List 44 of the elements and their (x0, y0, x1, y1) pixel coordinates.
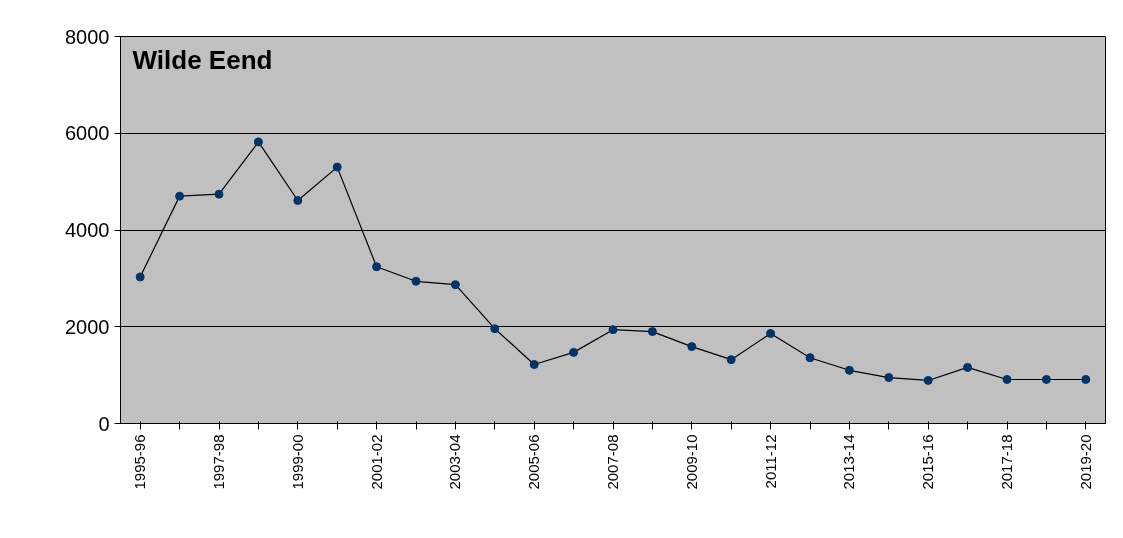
point (1041, 374, 1051, 384)
point (214, 189, 224, 199)
point (253, 137, 263, 147)
point (135, 272, 145, 282)
point (687, 342, 697, 352)
point (372, 262, 382, 272)
point (1081, 374, 1091, 384)
y-tick-label: 8000 (65, 25, 110, 48)
x-tick-label: 2009-10 (682, 434, 700, 490)
point (293, 196, 303, 205)
point (569, 347, 579, 357)
x-tick-label: 2003-04 (446, 434, 464, 490)
x-tick-label: 1999-00 (288, 434, 306, 490)
point (608, 325, 618, 335)
point (175, 191, 185, 201)
chart-title: Wilde Eend (132, 44, 273, 75)
x-tick-label: 2017-18 (998, 434, 1015, 490)
point (450, 280, 460, 290)
point (1002, 374, 1012, 384)
point (411, 276, 421, 286)
point (490, 324, 500, 334)
x-tick-label: 2013-14 (840, 434, 858, 490)
x-tick-label: 2011-12 (761, 434, 779, 489)
point (726, 355, 736, 365)
x-tick-label: 2015-16 (919, 434, 937, 490)
x-tick-label: 1995-96 (131, 434, 149, 490)
x-tick-label: 2005-06 (525, 434, 543, 490)
point (529, 359, 539, 369)
x-tick-label: 2007-08 (604, 434, 621, 490)
point (647, 327, 657, 337)
point (766, 329, 776, 339)
point (844, 365, 854, 375)
x-tick-label: 2019-20 (1076, 434, 1094, 490)
point (884, 373, 894, 383)
y-tick-label: 4000 (65, 219, 110, 241)
point (923, 375, 933, 385)
y-tick-label: 6000 (65, 122, 110, 145)
point (805, 353, 815, 363)
x-tick-label: 1997-98 (210, 434, 227, 490)
point (963, 362, 973, 372)
x-tick-label: 2001-02 (367, 434, 385, 490)
y-tick-label: 2000 (65, 315, 110, 338)
y-tick-label: 0 (98, 412, 110, 435)
point (332, 162, 342, 172)
